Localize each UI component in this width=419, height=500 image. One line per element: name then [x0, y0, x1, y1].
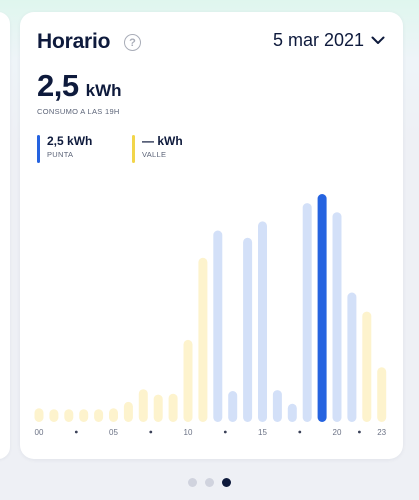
x-tick-label: 15 — [258, 428, 267, 437]
bar-hour-18[interactable] — [302, 203, 312, 422]
x-tick-dot — [358, 430, 361, 434]
page-dot-2[interactable] — [205, 478, 214, 487]
legend-punta-value: 2,5 kWh — [47, 134, 93, 148]
legend-valle-value: — kWh — [142, 134, 183, 148]
bar-hour-2[interactable] — [64, 409, 74, 422]
bar-hour-12[interactable] — [213, 230, 223, 423]
consumption-value: 2,5 kWh — [37, 68, 122, 104]
consumption-caption: CONSUMO A LAS 19H — [37, 107, 120, 116]
hourly-bar-chart: 00 05 10 15 20 23 — [34, 194, 387, 437]
consumption-number: 2,5 — [37, 68, 79, 103]
page-dot-1[interactable] — [188, 478, 197, 487]
bar-hour-14[interactable] — [243, 237, 253, 422]
bar-hour-9[interactable] — [168, 393, 178, 422]
bar-hour-19[interactable] — [317, 194, 327, 422]
previous-card[interactable] — [0, 12, 10, 459]
bar-hour-22[interactable] — [362, 311, 372, 422]
legend-valle-swatch — [132, 135, 135, 163]
legend-punta-label: PUNTA — [47, 150, 74, 159]
bar-hour-5[interactable] — [109, 408, 118, 422]
bar-hour-13[interactable] — [228, 391, 238, 422]
consumption-unit: kWh — [85, 81, 122, 100]
x-tick-label: 10 — [184, 428, 193, 437]
x-tick-dot — [149, 430, 153, 434]
legend-valle-label: VALLE — [142, 150, 167, 159]
card-title: Horario — [37, 30, 111, 53]
bar-hour-11[interactable] — [198, 257, 208, 422]
bar-hour-16[interactable] — [272, 390, 282, 422]
bar-hour-3[interactable] — [79, 409, 89, 422]
question-circle-icon[interactable]: ? — [124, 34, 141, 51]
x-tick-label: 23 — [377, 428, 386, 437]
bar-hour-6[interactable] — [123, 401, 133, 422]
bar-hour-17[interactable] — [287, 403, 297, 422]
x-tick-dot — [223, 430, 227, 434]
hourly-consumption-card: Horario ? 5 mar 2021 2,5 kWh CONSUMO A L… — [20, 12, 403, 459]
bar-hour-23[interactable] — [377, 367, 387, 422]
legend-valle: — kWh VALLE — [132, 134, 183, 164]
x-tick-dot — [298, 430, 302, 434]
bar-hour-0[interactable] — [34, 408, 44, 422]
page-dot-3[interactable] — [222, 478, 231, 487]
chevron-down-icon — [371, 36, 385, 44]
legend-punta: 2,5 kWh PUNTA — [37, 134, 92, 164]
bar-hour-1[interactable] — [49, 409, 59, 422]
bar-hour-10[interactable] — [183, 339, 193, 422]
pagination-dots — [0, 478, 419, 487]
bar-hour-15[interactable] — [258, 221, 267, 422]
bar-hour-20[interactable] — [332, 212, 342, 422]
x-tick-dot — [74, 430, 78, 434]
x-tick-label: 20 — [333, 428, 342, 437]
x-tick-label: 05 — [109, 428, 118, 437]
bar-hour-21[interactable] — [347, 292, 357, 423]
bar-hour-8[interactable] — [153, 394, 163, 422]
date-label: 5 mar 2021 — [272, 30, 364, 50]
x-tick-label: 00 — [35, 428, 44, 437]
bar-hour-7[interactable] — [138, 389, 148, 422]
legend-punta-swatch — [37, 135, 40, 163]
bar-hour-4[interactable] — [94, 409, 104, 422]
date-selector[interactable]: 5 mar 2021 — [273, 30, 385, 51]
